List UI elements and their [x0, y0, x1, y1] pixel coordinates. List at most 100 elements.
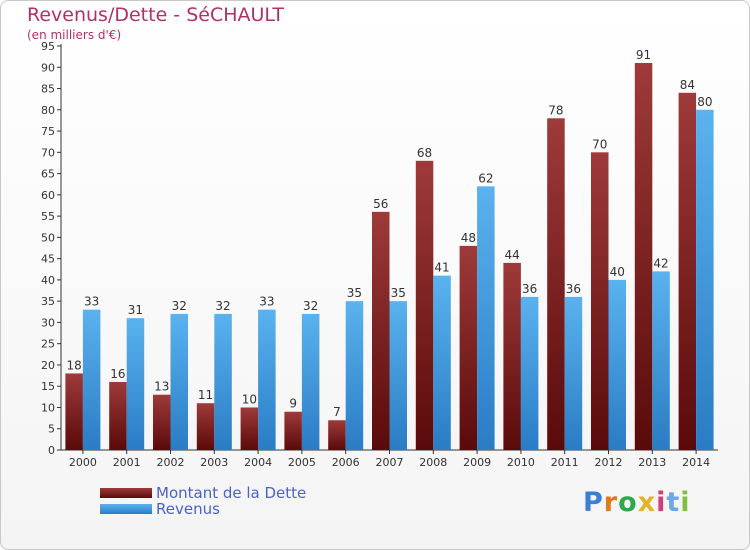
- chart-legend: Montant de la Dette Revenus: [100, 484, 307, 518]
- logo-letter: r: [603, 487, 619, 518]
- x-tick-label: 2010: [507, 456, 535, 469]
- data-label-revenus: 40: [610, 265, 625, 279]
- bar-dette: [415, 160, 434, 451]
- y-tick-label: 0: [48, 444, 55, 457]
- data-label-dette: 68: [417, 146, 432, 160]
- data-label-revenus: 32: [172, 299, 187, 313]
- bar-dette: [240, 407, 259, 450]
- bar-dette: [591, 152, 609, 450]
- bar-dette: [503, 262, 521, 450]
- data-label-dette: 11: [198, 388, 213, 402]
- y-tick-label: 5: [48, 423, 55, 436]
- bar-revenus: [301, 313, 320, 450]
- legend-swatch-dette: [100, 488, 152, 498]
- logo-letter: x: [637, 487, 657, 518]
- y-tick-label: 85: [41, 83, 55, 96]
- legend-label-revenus: Revenus: [156, 500, 220, 518]
- y-tick-label: 50: [41, 231, 55, 244]
- y-tick-label: 80: [41, 104, 55, 117]
- logo-letter: i: [656, 487, 667, 518]
- bar-dette: [109, 381, 127, 450]
- legend-label-dette: Montant de la Dette: [156, 484, 307, 502]
- data-label-dette: 7: [333, 405, 341, 419]
- y-tick-label: 65: [41, 168, 55, 181]
- bar-revenus: [258, 309, 276, 450]
- bar-revenus: [564, 296, 583, 450]
- data-label-revenus: 32: [215, 299, 230, 313]
- chart-subtitle: (en milliers d'€): [27, 28, 122, 42]
- x-tick-label: 2000: [69, 456, 97, 469]
- bar-revenus: [520, 296, 539, 450]
- y-tick-label: 20: [41, 359, 55, 372]
- bar-dette: [547, 118, 565, 450]
- bar-revenus: [477, 186, 495, 450]
- y-tick-label: 10: [41, 401, 55, 414]
- data-label-revenus: 62: [478, 171, 493, 185]
- data-label-revenus: 41: [434, 261, 449, 275]
- bar-dette: [634, 63, 653, 450]
- y-tick-label: 90: [41, 61, 55, 74]
- y-tick-label: 70: [41, 146, 55, 159]
- x-tick-label: 2011: [551, 456, 579, 469]
- y-tick-label: 25: [41, 338, 55, 351]
- bar-dette: [328, 420, 346, 450]
- data-label-revenus: 35: [347, 286, 362, 300]
- data-label-dette: 16: [110, 367, 125, 381]
- y-tick-label: 15: [41, 380, 55, 393]
- bar-dette: [196, 403, 215, 450]
- data-label-revenus: 36: [566, 282, 581, 296]
- y-tick-label: 30: [41, 316, 55, 329]
- y-tick-label: 35: [41, 295, 55, 308]
- data-label-revenus: 33: [259, 295, 274, 309]
- x-tick-label: 2005: [288, 456, 316, 469]
- data-label-dette: 78: [548, 103, 563, 117]
- bar-dette: [65, 373, 83, 450]
- x-tick-label: 2009: [463, 456, 491, 469]
- data-label-dette: 91: [636, 48, 651, 62]
- data-label-dette: 10: [242, 392, 257, 406]
- bar-revenus: [82, 309, 101, 450]
- x-tick-label: 2007: [376, 456, 404, 469]
- data-label-dette: 9: [289, 397, 297, 411]
- data-label-dette: 48: [461, 231, 476, 245]
- bar-revenus: [126, 318, 145, 450]
- legend-item-revenus: Revenus: [100, 500, 306, 518]
- bar-dette: [372, 211, 390, 450]
- y-tick-label: 95: [41, 40, 55, 53]
- x-tick-label: 2008: [419, 456, 447, 469]
- chart-title: Revenus/Dette - SéCHAULT: [27, 4, 284, 26]
- bar-revenus: [389, 301, 407, 450]
- x-tick-label: 2004: [244, 456, 272, 469]
- data-label-dette: 13: [154, 380, 169, 394]
- logo-letter: t: [666, 487, 681, 518]
- data-label-dette: 84: [680, 78, 695, 92]
- data-label-revenus: 80: [697, 95, 712, 109]
- bar-revenus: [214, 313, 232, 450]
- logo-letter: P: [583, 487, 604, 518]
- x-tick-label: 2003: [200, 456, 228, 469]
- y-tick-label: 60: [41, 189, 55, 202]
- data-label-revenus: 31: [128, 303, 143, 317]
- x-tick-label: 2001: [113, 456, 141, 469]
- bar-revenus: [652, 271, 670, 450]
- x-tick-label: 2012: [595, 456, 623, 469]
- x-tick-label: 2002: [157, 456, 185, 469]
- logo-letter: i: [680, 487, 691, 518]
- x-tick-label: 2014: [682, 456, 710, 469]
- data-label-revenus: 42: [653, 256, 668, 270]
- x-tick-label: 2006: [332, 456, 360, 469]
- data-label-revenus: 36: [522, 282, 537, 296]
- data-label-dette: 56: [373, 197, 388, 211]
- bar-revenus: [345, 301, 364, 450]
- x-tick-label: 2013: [638, 456, 666, 469]
- proxiti-logo: Proxiti: [583, 487, 691, 518]
- legend-item-dette: Montant de la Dette: [100, 484, 307, 502]
- bar-revenus: [433, 275, 451, 450]
- bar-dette: [284, 411, 302, 450]
- bar-revenus: [696, 109, 714, 450]
- bar-revenus: [170, 313, 188, 450]
- y-tick-label: 55: [41, 210, 55, 223]
- y-tick-label: 75: [41, 125, 55, 138]
- data-label-revenus: 35: [391, 286, 406, 300]
